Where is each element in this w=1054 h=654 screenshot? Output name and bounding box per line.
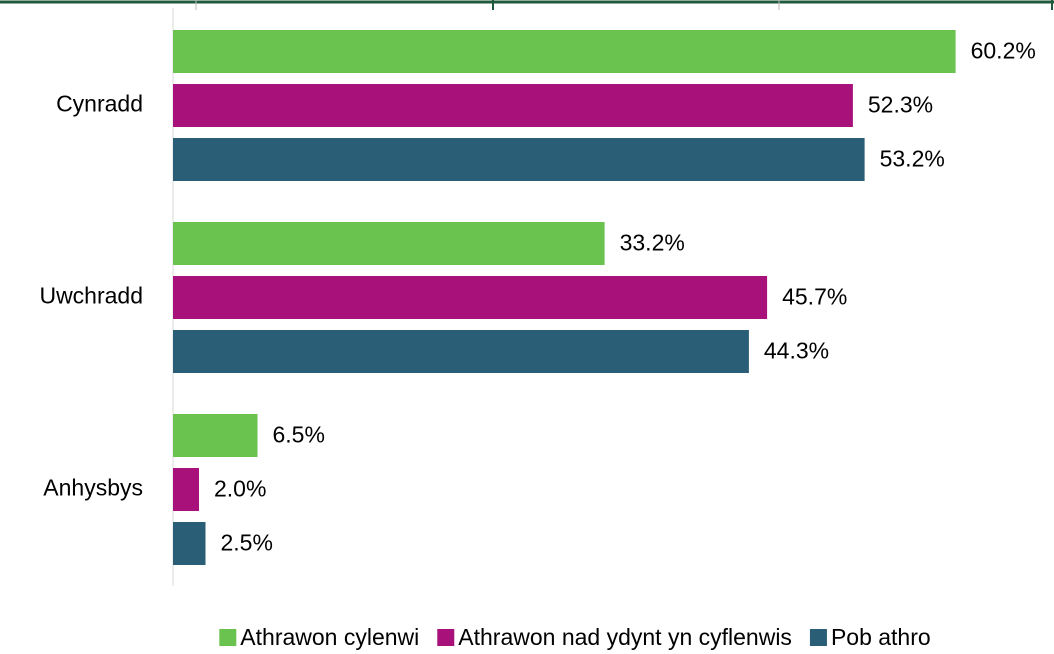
- value-label: 53.2%: [880, 146, 945, 172]
- legend-swatch: [809, 629, 827, 646]
- value-label: 60.2%: [971, 38, 1036, 64]
- category-label: Uwchradd: [39, 283, 143, 309]
- bar: [173, 522, 206, 565]
- value-label: 52.3%: [868, 92, 933, 118]
- legend-swatch: [219, 629, 237, 646]
- bar: [173, 330, 749, 373]
- bar: [173, 468, 199, 511]
- category-label: Anhysbys: [43, 475, 143, 501]
- bar: [173, 84, 853, 127]
- bar: [173, 138, 865, 181]
- bar: [173, 222, 605, 265]
- legend-swatch: [437, 629, 455, 646]
- category-label: Cynradd: [56, 91, 143, 117]
- value-label: 2.0%: [214, 476, 266, 502]
- bar: [173, 276, 768, 319]
- value-label: 2.5%: [221, 530, 273, 556]
- bar: [173, 414, 258, 457]
- table-top-edge: [0, 0, 1054, 10]
- value-label: 6.5%: [273, 422, 325, 448]
- legend-label: Athrawon nad ydynt yn cyflenwis: [458, 624, 792, 650]
- bar: [173, 30, 956, 73]
- legend-label: Athrawon cylenwi: [240, 624, 419, 650]
- value-label: 33.2%: [620, 230, 685, 256]
- legend-label: Pob athro: [831, 624, 931, 650]
- value-label: 45.7%: [782, 284, 847, 310]
- value-label: 44.3%: [764, 338, 829, 364]
